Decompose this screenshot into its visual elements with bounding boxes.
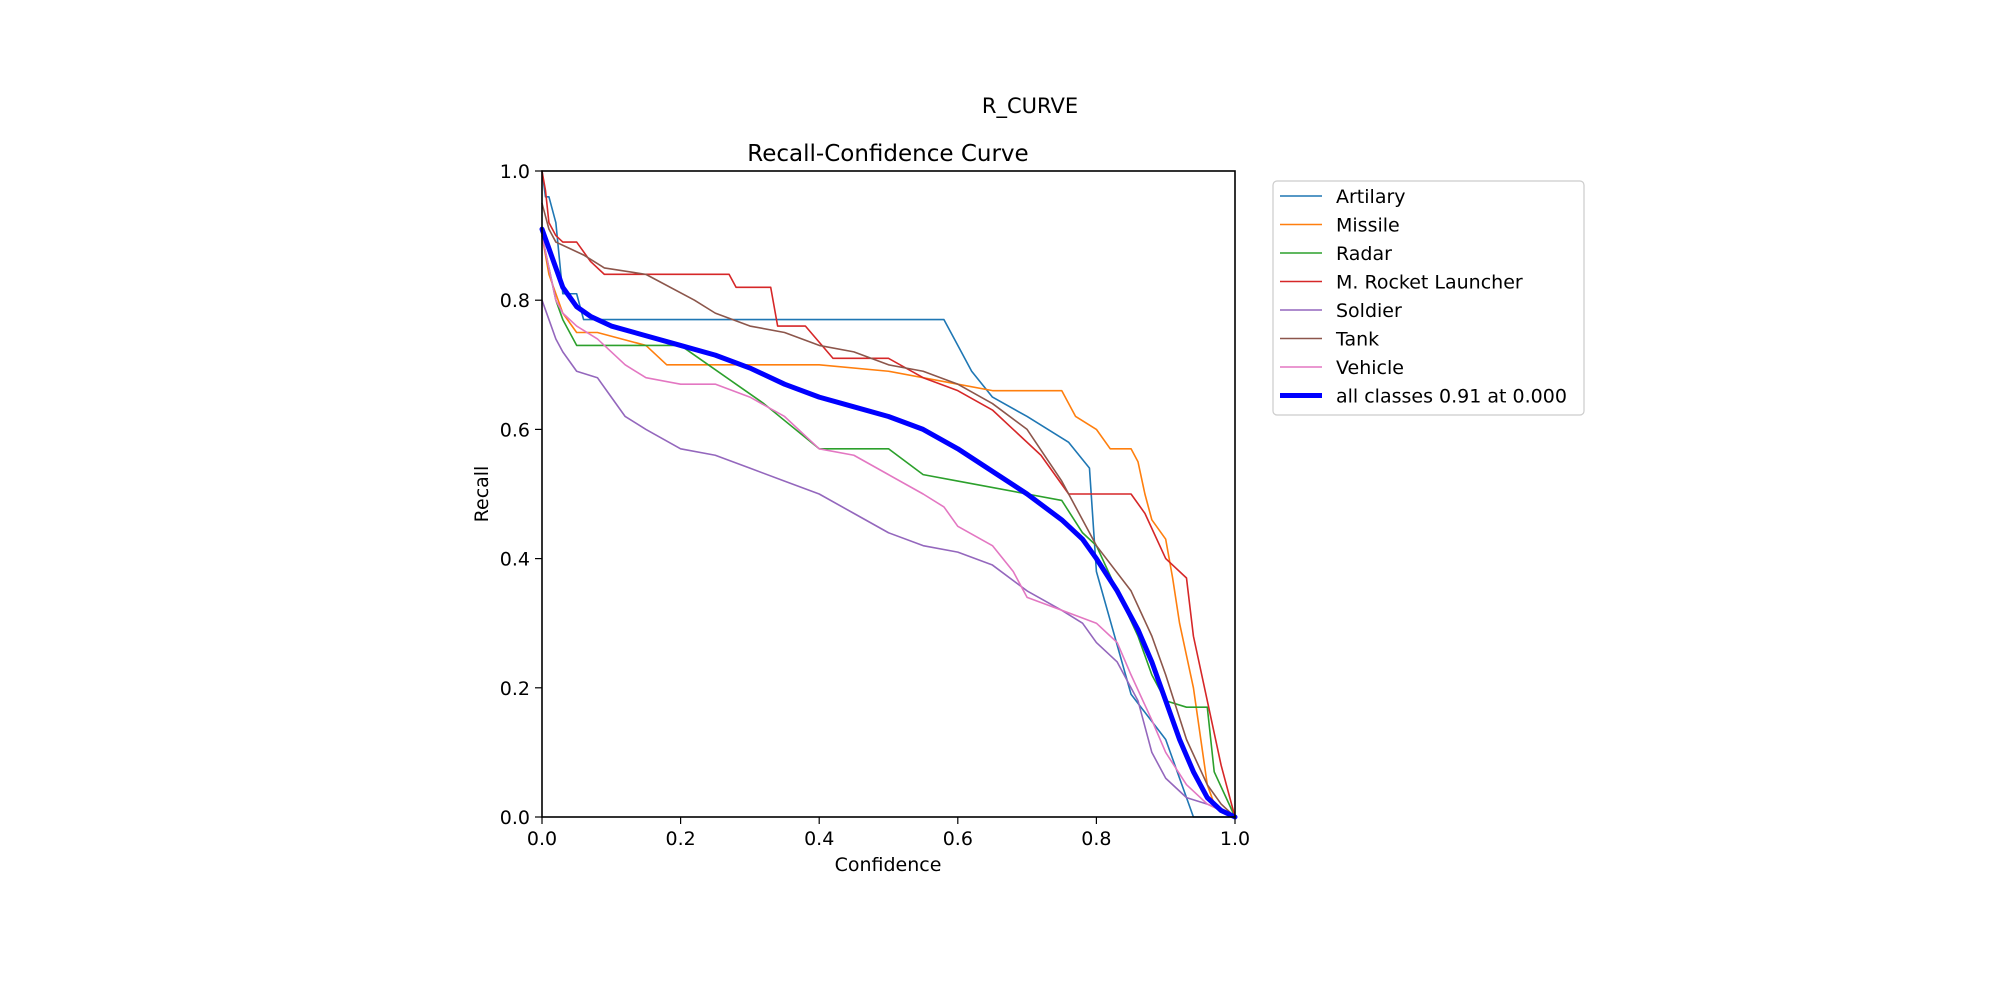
series-line-soldier: [541, 299, 1236, 818]
series-line-all-classes-0-91-at-0-000: [539, 226, 1238, 820]
series-line-m-rocket-launcher: [541, 170, 1236, 818]
y-tick-label: 0.4: [500, 549, 530, 571]
legend-label-vehicle: Vehicle: [1336, 357, 1404, 379]
series-layer: [539, 170, 1238, 820]
series-line-missile: [541, 234, 1236, 818]
legend-entries: Artilary Missile Radar M. Rocket Launcher So…: [1280, 186, 1567, 408]
legend-label-missile: Missile: [1336, 215, 1400, 237]
plot-title: Recall-Confidence Curve: [747, 141, 1028, 167]
figure-title: R_CURVE: [982, 94, 1078, 119]
y-tick-label: 0.6: [500, 419, 530, 441]
x-tick-label: 0.8: [1081, 828, 1111, 850]
x-tick-label: 1.0: [1220, 828, 1250, 850]
x-tick-label: 0.0: [527, 828, 557, 850]
y-axis-label: Recall: [471, 466, 493, 523]
x-tick-label: 0.2: [665, 828, 695, 850]
legend-label-m-rocket-launcher: M. Rocket Launcher: [1336, 272, 1523, 294]
y-tick-label: 0.8: [500, 290, 530, 312]
y-tick-label: 1.0: [500, 161, 530, 183]
legend-label-tank: Tank: [1335, 329, 1379, 351]
y-tick-label: 0.2: [500, 678, 530, 700]
legend-label-soldier: Soldier: [1336, 300, 1402, 322]
y-axis-ticks: 0.0 0.2 0.4 0.6 0.8 1.0: [500, 161, 542, 829]
x-tick-label: 0.6: [943, 828, 973, 850]
series-line-tank: [541, 202, 1236, 818]
legend-label-all-classes-0-91-at-0-000: all classes 0.91 at 0.000: [1336, 386, 1567, 408]
legend-frame: [1272, 180, 1585, 416]
legend-label-artilary: Artilary: [1336, 186, 1406, 208]
series-line-vehicle: [541, 234, 1236, 818]
y-tick-label: 0.0: [500, 807, 530, 829]
x-tick-label: 0.4: [804, 828, 834, 850]
legend-label-radar: Radar: [1336, 243, 1392, 265]
plot-frame: [541, 170, 1236, 818]
legend: Artilary Missile Radar M. Rocket Launcher So…: [1272, 180, 1585, 416]
x-axis-ticks: 0.0 0.2 0.4 0.6 0.8 1.0: [527, 817, 1250, 850]
x-axis-label: Confidence: [835, 854, 942, 876]
